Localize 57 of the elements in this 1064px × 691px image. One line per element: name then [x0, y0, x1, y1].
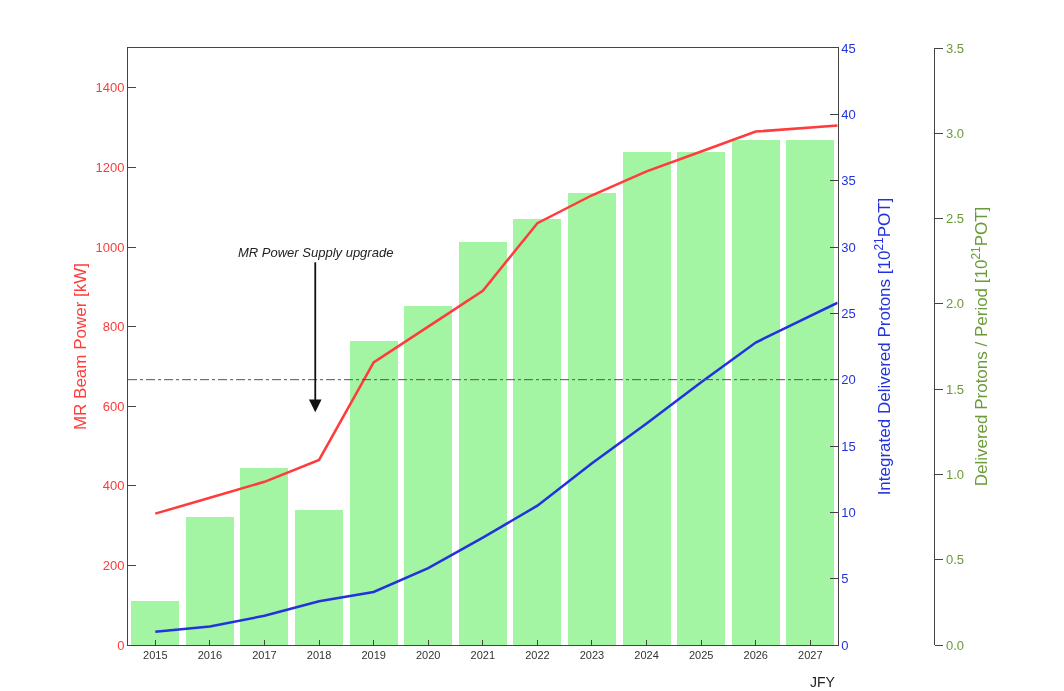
y3-tick-label: 2.5 — [946, 211, 965, 227]
y-tick-label: 0 — [117, 637, 125, 653]
bar — [131, 600, 180, 645]
y-tick-label: 200 — [102, 557, 125, 573]
y-axis-title: MR Beam Power [kW] — [71, 262, 91, 431]
y3-tick-label: 3.0 — [946, 125, 965, 141]
y2-tick-label: 40 — [841, 106, 856, 122]
x-axis-title: JFY — [810, 674, 836, 690]
y2-tick-label: 30 — [841, 239, 856, 255]
y3-tick-label: 2.0 — [946, 296, 965, 312]
bar — [404, 305, 453, 645]
y-tick-label: 400 — [102, 478, 125, 494]
y-tick-label: 1400 — [95, 80, 125, 96]
x-tick-label: 2020 — [415, 649, 441, 662]
x-tick-label: 2021 — [470, 649, 496, 662]
x-tick-label: 2025 — [688, 649, 714, 662]
bar — [295, 510, 344, 645]
bar — [185, 517, 234, 645]
y-tick-label: 600 — [102, 398, 125, 414]
x-tick-label: 2024 — [634, 649, 659, 662]
x-tick-label: 2018 — [306, 649, 332, 662]
y2-tick-label: 25 — [841, 305, 856, 321]
y3-tick-label: 3.5 — [946, 40, 965, 56]
y3-tick-label: 0.0 — [946, 637, 965, 653]
bar — [513, 218, 562, 645]
y2-tick-label: 20 — [841, 372, 856, 388]
bar — [786, 140, 835, 645]
y3-tick-label: 0.5 — [946, 552, 965, 568]
y2-tick-label: 35 — [841, 173, 856, 189]
x-tick-label: 2023 — [579, 649, 605, 662]
x-tick-label: 2016 — [197, 649, 223, 662]
y3-tick-label: 1.0 — [946, 466, 965, 482]
y-tick-label: 800 — [102, 319, 125, 335]
y2-tick-label: 0 — [841, 637, 849, 653]
annotation: MR Power Supply upgrade — [238, 245, 394, 260]
x-tick-label: 2027 — [798, 649, 823, 662]
y2-tick-label: 15 — [841, 438, 856, 454]
y-tick-label: 1000 — [95, 239, 125, 255]
bar — [567, 192, 617, 645]
y3-tick-label: 1.5 — [946, 381, 965, 397]
bar — [677, 152, 726, 645]
x-tick-label: 2022 — [525, 649, 550, 662]
bar — [622, 152, 671, 645]
x-tick-label: 2017 — [252, 649, 277, 662]
x-tick-label: 2019 — [361, 649, 386, 662]
line-series — [154, 124, 838, 515]
y2-tick-label: 5 — [841, 571, 849, 587]
x-tick-label: 2026 — [743, 649, 768, 662]
line-series — [154, 301, 838, 633]
y-tick-label: 1200 — [95, 159, 125, 175]
bar — [731, 140, 780, 645]
bar — [349, 341, 398, 645]
bar — [240, 467, 289, 645]
x-tick-label: 2015 — [143, 649, 168, 662]
y2-tick-label: 10 — [841, 504, 856, 520]
y2-tick-label: 45 — [841, 40, 856, 56]
bar — [458, 242, 507, 645]
